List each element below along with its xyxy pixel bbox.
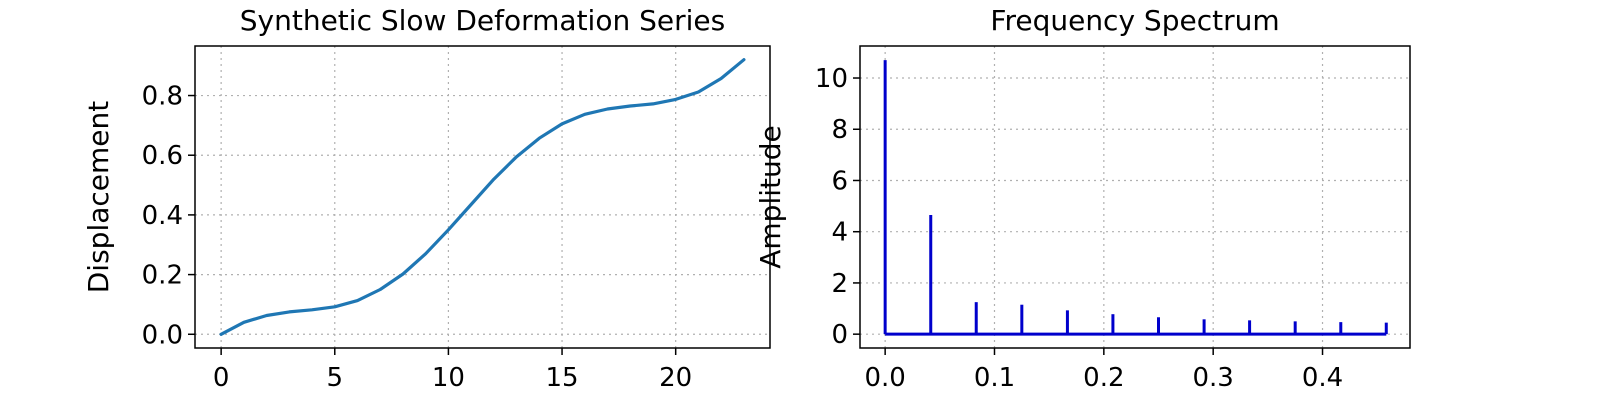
x-tick-label: 0.1 (974, 363, 1015, 393)
deformation-chart: Synthetic Slow Deformation Series Displa… (82, 4, 771, 393)
y-tick-label: 0.0 (142, 320, 183, 350)
grid (195, 46, 770, 348)
y-tick-label: 0.2 (142, 261, 183, 291)
y-tick-label: 0.8 (142, 82, 183, 112)
x-tick-label: 0.4 (1302, 363, 1343, 393)
y-tick-label: 0.6 (142, 141, 183, 171)
x-tick-label: 20 (659, 363, 692, 393)
plot-area (219, 58, 746, 336)
x-tick-label: 15 (545, 363, 578, 393)
plot-area (883, 60, 1388, 336)
axes-frame (859, 45, 1411, 349)
tick-labels: 0 5 10 15 20 0.0 0.2 0.4 0.6 0.8 (142, 82, 693, 393)
x-tick-label: 10 (432, 363, 465, 393)
y-tick-label: 10 (815, 64, 848, 94)
tick-labels: 0.0 0.1 0.2 0.3 0.4 0 2 4 6 8 10 (815, 64, 1343, 393)
y-axis-label: Displacement (82, 101, 115, 294)
grid (860, 46, 1410, 348)
y-tick-label: 0.4 (142, 201, 183, 231)
y-tick-label: 8 (831, 115, 848, 145)
series-line (219, 58, 746, 336)
y-tick-label: 0 (831, 320, 848, 350)
x-tick-label: 0.3 (1193, 363, 1234, 393)
axes-frame (194, 45, 771, 349)
y-tick-label: 6 (831, 166, 848, 196)
y-tick-label: 4 (831, 218, 848, 248)
chart-title: Synthetic Slow Deformation Series (240, 4, 725, 37)
y-axis-label: Amplitude (754, 125, 787, 269)
y-tick-label: 2 (831, 269, 848, 299)
x-tick-label: 0 (213, 363, 230, 393)
x-tick-label: 0.2 (1083, 363, 1124, 393)
spectrum-chart: Frequency Spectrum Amplitude 0.0 0.1 0.2 0.… (754, 4, 1411, 393)
x-tick-label: 5 (326, 363, 343, 393)
chart-title: Frequency Spectrum (990, 4, 1279, 37)
x-tick-label: 0.0 (864, 363, 905, 393)
